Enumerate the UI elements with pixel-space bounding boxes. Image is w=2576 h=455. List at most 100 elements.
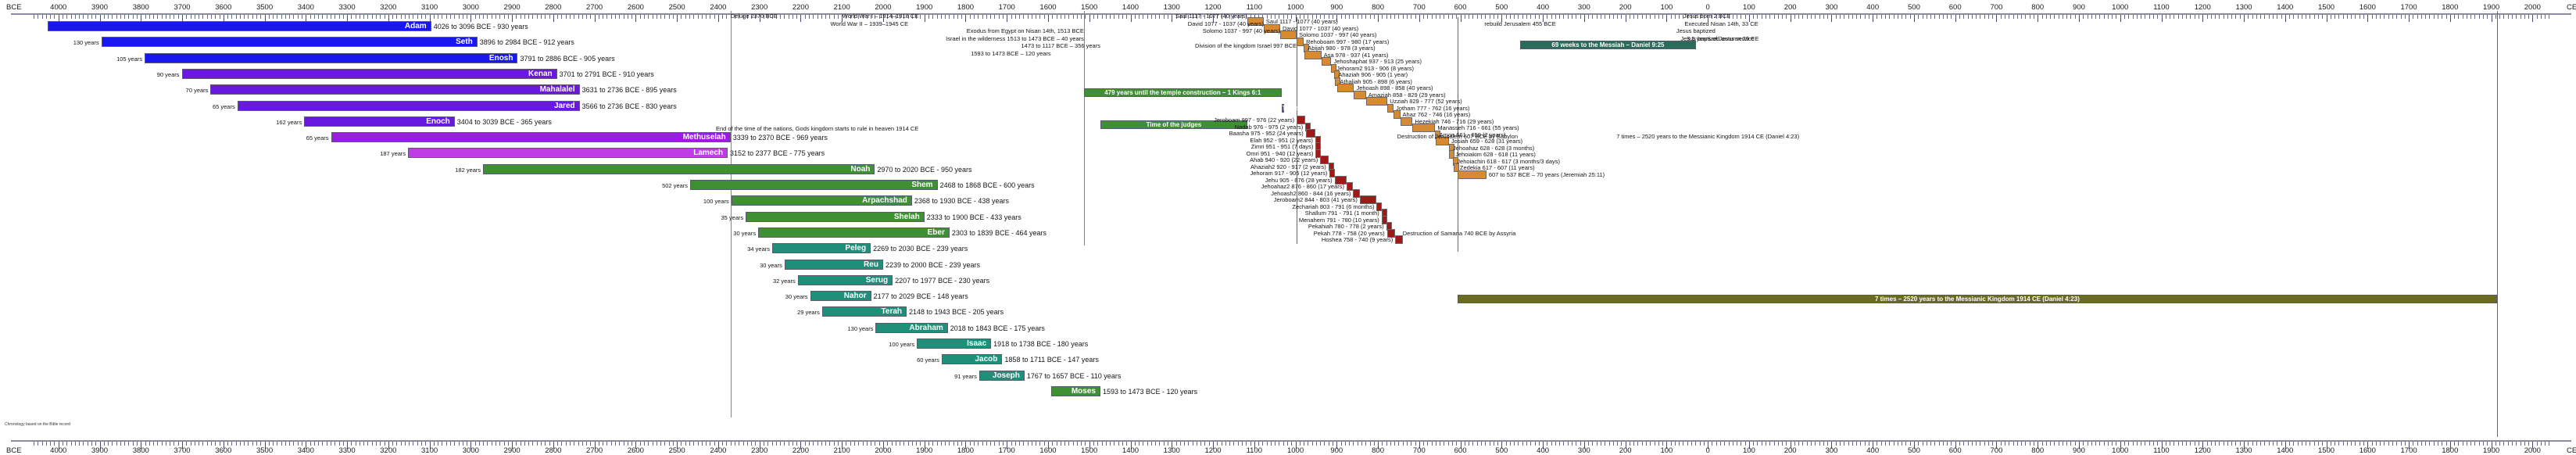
king-israel-bar-omri[interactable] [1315, 149, 1322, 158]
period-banner-0[interactable]: 479 years until the temple construction … [1083, 88, 1282, 97]
lifespan-bar-noah[interactable]: Noah [483, 163, 875, 174]
axis-tick-minor [1505, 15, 1507, 19]
axis-tick-minor [808, 15, 810, 19]
lifespan-bar-mahalalel[interactable]: Mahalalel [210, 84, 580, 95]
lifespan-bar-eber[interactable]: Eber [758, 227, 950, 238]
axis-tick-minor [907, 15, 909, 19]
king-israel-bar-hoshea[interactable] [1395, 235, 1403, 244]
axis-tick-major [2244, 15, 2245, 22]
king-judah-bar-exile[interactable] [1457, 170, 1487, 179]
axis-tick-minor [256, 15, 257, 19]
king-israel-bar-jeroboam[interactable] [1297, 116, 1306, 124]
lifespan-bar-terah[interactable]: Terah [821, 306, 907, 317]
axis-tick-minor [1204, 442, 1206, 446]
lifespan-bar-enoch[interactable]: Enoch [304, 116, 455, 127]
axis-tick-major [2409, 442, 2410, 449]
king-israel-bar-jeroboam2[interactable] [1359, 195, 1377, 204]
axis-tick-minor [161, 442, 163, 446]
king-israel-bar-jehoram[interactable] [1329, 169, 1336, 177]
king-judah-bar-josiah[interactable] [1436, 137, 1449, 145]
king-judah-bar-solomon[interactable] [1280, 30, 1297, 39]
king-judah-bar-hezekiah[interactable] [1400, 116, 1413, 126]
lifespan-bar-arpachshad[interactable]: Arpachshad [731, 195, 912, 206]
axis-tick-minor [2050, 442, 2052, 446]
king-judah-bar-athaliah[interactable] [1334, 77, 1340, 86]
lifespan-bar-methuselah[interactable]: Methuselah [331, 132, 731, 143]
king-judah-bar-jehoshaphat[interactable] [1321, 57, 1332, 66]
lifespan-bar-kenan[interactable]: Kenan [181, 68, 557, 79]
king-judah-bar-zedekia[interactable] [1453, 163, 1459, 172]
king-judah-bar-manasseh[interactable] [1412, 124, 1436, 132]
king-israel-bar-baasha[interactable] [1305, 129, 1315, 138]
axis-tick-minor [145, 442, 146, 446]
axis-tick-major [1089, 442, 1090, 449]
lifespan-label-isaac: 1918 to 1738 BCE - 180 years [993, 340, 1089, 348]
lifespan-bar-peleg[interactable]: Peleg [772, 243, 871, 254]
period-banner-4[interactable]: 7 times – 2520 years to the Messianic Ki… [1457, 294, 2497, 303]
lifespan-bar-reu[interactable]: Reu [784, 259, 883, 270]
lifespan-bar-shelah[interactable]: Shelah [746, 211, 925, 222]
lifespan-bar-abraham[interactable]: Abraham [875, 322, 948, 333]
axis-tick-minor [1555, 442, 1556, 446]
lifespan-bar-shem[interactable]: Shem [690, 180, 938, 190]
lifespan-label-shem: 2468 to 1868 BCE - 600 years [939, 181, 1035, 189]
king-israel-bar-menahem[interactable] [1381, 215, 1387, 224]
king-israel-bar-pekah[interactable] [1386, 228, 1396, 238]
king-judah-bar-asa[interactable] [1304, 50, 1322, 59]
lifespan-bar-joseph[interactable]: Joseph [979, 370, 1025, 381]
axis-tick-minor [376, 15, 377, 19]
king-judah-label-jehoash: Jehoash 898 - 858 (40 years) [1356, 84, 1433, 91]
king-judah-bar-ahaz[interactable] [1394, 110, 1401, 119]
lifespan-bar-nahor[interactable]: Nahor [810, 291, 871, 302]
lifespan-bar-lamech[interactable]: Lamech [408, 148, 728, 159]
lifespan-bar-jared[interactable]: Jared [237, 100, 580, 111]
axis-tick-minor [273, 15, 274, 19]
lifespan-bar-moses[interactable]: Moses [1050, 385, 1100, 396]
king-israel-bar-jehu[interactable] [1334, 175, 1347, 185]
axis-tick-minor [911, 442, 913, 446]
axis-tick-minor [1361, 15, 1362, 19]
axis-tick-minor [1691, 442, 1693, 446]
axis-tick-minor [1987, 442, 1989, 446]
axis-tick-major [1996, 15, 1998, 22]
axis-tick-minor [850, 15, 851, 19]
king-israel-bar-jehoahaz2[interactable] [1346, 182, 1354, 191]
axis-tick-minor [961, 442, 963, 446]
axis-tick-minor [1447, 442, 1449, 446]
axis-tick-minor [231, 15, 233, 19]
king-israel-bar-ahab[interactable] [1320, 156, 1329, 164]
axis-tick-minor [1674, 442, 1676, 446]
king-judah-bar-jotham[interactable] [1387, 103, 1394, 113]
king-israel-bar-zechariah[interactable] [1376, 202, 1383, 211]
lifespan-bar-serug[interactable]: Serug [797, 274, 893, 285]
axis-tick-minor [454, 442, 456, 446]
lifespan-bar-adam[interactable]: Adam [48, 21, 431, 31]
king-judah-bar-uzziah[interactable] [1365, 97, 1388, 106]
axis-tick-minor [2190, 15, 2191, 19]
king-judah-bar-jehoiakim[interactable] [1448, 150, 1454, 159]
lifespan-bar-isaac[interactable]: Isaac [917, 339, 992, 349]
axis-tick-minor [866, 15, 868, 19]
lifespan-bar-jacob[interactable]: Jacob [941, 354, 1003, 365]
king-judah-bar-jehoram2[interactable] [1331, 63, 1337, 73]
axis-tick-minor [581, 442, 583, 446]
period-banner-2[interactable]: Temple construction – 1 Kings 6:1 [1281, 104, 1384, 113]
period-banner-3[interactable]: 69 weeks to the Messiah – Daniel 9:25 [1520, 41, 1696, 49]
axis-tick-minor [83, 442, 84, 446]
axis-tick-minor [1340, 15, 1342, 19]
axis-tick-minor [1757, 442, 1758, 446]
king-israel-bar-jehoash2[interactable] [1353, 188, 1360, 198]
fathered-at-serug: 32 years [772, 277, 796, 285]
king-judah-bar-rehoboam[interactable] [1297, 37, 1304, 46]
axis-tick-minor [2474, 442, 2476, 446]
axis-tick-minor [957, 442, 958, 446]
lifespan-bar-seth[interactable]: Seth [101, 37, 478, 48]
axis-tick-minor [1365, 15, 1367, 19]
king-judah-bar-jehoash[interactable] [1337, 84, 1354, 92]
king-judah-bar-saul[interactable] [1247, 17, 1264, 26]
lifespan-bar-enosh[interactable]: Enosh [145, 52, 518, 63]
king-judah-bar-david[interactable] [1263, 23, 1281, 33]
king-judah-bar-amaziah[interactable] [1354, 90, 1366, 99]
period-banner-1[interactable]: Time of the judges [1100, 120, 1247, 129]
axis-tick-minor [536, 442, 538, 446]
